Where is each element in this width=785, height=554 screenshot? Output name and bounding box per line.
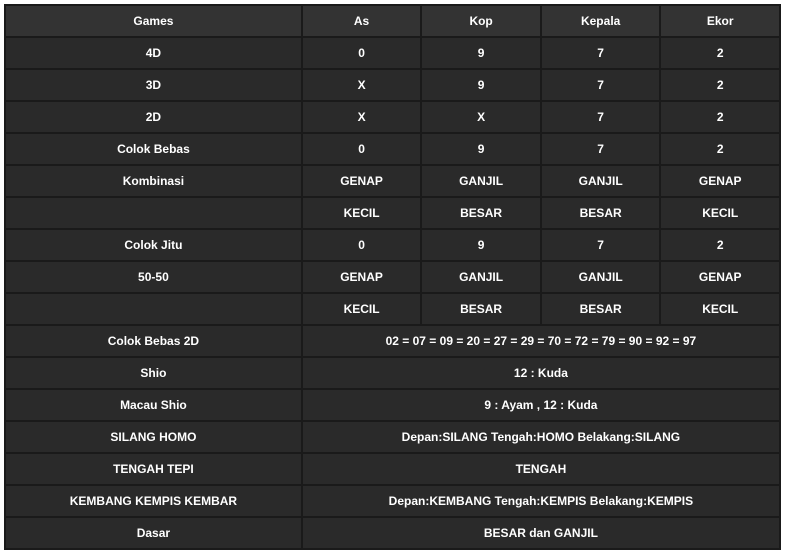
row-value: 7 bbox=[542, 102, 660, 132]
row-value: GENAP bbox=[661, 262, 779, 292]
table-row: 50-50GENAPGANJILGANJILGENAP bbox=[6, 262, 779, 292]
row-merged-value: Depan:KEMBANG Tengah:KEMPIS Belakang:KEM… bbox=[303, 486, 779, 516]
row-label: 50-50 bbox=[6, 262, 301, 292]
row-value: KECIL bbox=[661, 198, 779, 228]
row-label: 3D bbox=[6, 70, 301, 100]
row-merged-value: 12 : Kuda bbox=[303, 358, 779, 388]
table-row: TENGAH TEPITENGAH bbox=[6, 454, 779, 484]
header-as: As bbox=[303, 6, 421, 36]
row-label: SILANG HOMO bbox=[6, 422, 301, 452]
header-ekor: Ekor bbox=[661, 6, 779, 36]
row-label: Kombinasi bbox=[6, 166, 301, 196]
row-value: KECIL bbox=[303, 294, 421, 324]
row-value: 7 bbox=[542, 38, 660, 68]
row-label: Macau Shio bbox=[6, 390, 301, 420]
row-value: X bbox=[303, 102, 421, 132]
row-label: Colok Jitu bbox=[6, 230, 301, 260]
row-label: KEMBANG KEMPIS KEMBAR bbox=[6, 486, 301, 516]
table-row: KECILBESARBESARKECIL bbox=[6, 294, 779, 324]
row-value: X bbox=[303, 70, 421, 100]
row-value: KECIL bbox=[303, 198, 421, 228]
table-row: Shio12 : Kuda bbox=[6, 358, 779, 388]
table-row: SILANG HOMODepan:SILANG Tengah:HOMO Bela… bbox=[6, 422, 779, 452]
row-value: 7 bbox=[542, 134, 660, 164]
header-kepala: Kepala bbox=[542, 6, 660, 36]
row-label bbox=[6, 294, 301, 324]
row-value: GANJIL bbox=[542, 262, 660, 292]
row-value: GANJIL bbox=[422, 166, 540, 196]
table-row: Macau Shio9 : Ayam , 12 : Kuda bbox=[6, 390, 779, 420]
row-label: Colok Bebas 2D bbox=[6, 326, 301, 356]
row-label: 2D bbox=[6, 102, 301, 132]
row-value: 2 bbox=[661, 102, 779, 132]
row-value: BESAR bbox=[422, 294, 540, 324]
row-value: BESAR bbox=[542, 294, 660, 324]
row-value: 2 bbox=[661, 38, 779, 68]
row-label: 4D bbox=[6, 38, 301, 68]
row-label bbox=[6, 198, 301, 228]
row-value: GENAP bbox=[303, 166, 421, 196]
row-value: GANJIL bbox=[542, 166, 660, 196]
table-row: 4D0972 bbox=[6, 38, 779, 68]
row-value: GENAP bbox=[303, 262, 421, 292]
table-row: Colok Bebas 2D02 = 07 = 09 = 20 = 27 = 2… bbox=[6, 326, 779, 356]
row-value: GANJIL bbox=[422, 262, 540, 292]
row-value: 9 bbox=[422, 70, 540, 100]
table-row: DasarBESAR dan GANJIL bbox=[6, 518, 779, 548]
row-label: Dasar bbox=[6, 518, 301, 548]
results-table: Games As Kop Kepala Ekor 4D09723DX9722DX… bbox=[4, 4, 781, 550]
row-label: Colok Bebas bbox=[6, 134, 301, 164]
table-body: 4D09723DX9722DXX72Colok Bebas0972Kombina… bbox=[6, 38, 779, 548]
row-merged-value: 9 : Ayam , 12 : Kuda bbox=[303, 390, 779, 420]
header-kop: Kop bbox=[422, 6, 540, 36]
row-value: X bbox=[422, 102, 540, 132]
table-row: 2DXX72 bbox=[6, 102, 779, 132]
row-merged-value: BESAR dan GANJIL bbox=[303, 518, 779, 548]
row-label: Shio bbox=[6, 358, 301, 388]
row-merged-value: Depan:SILANG Tengah:HOMO Belakang:SILANG bbox=[303, 422, 779, 452]
row-value: 2 bbox=[661, 134, 779, 164]
row-value: 9 bbox=[422, 38, 540, 68]
table-row: KEMBANG KEMPIS KEMBARDepan:KEMBANG Tenga… bbox=[6, 486, 779, 516]
row-value: 9 bbox=[422, 134, 540, 164]
row-value: BESAR bbox=[422, 198, 540, 228]
row-value: 2 bbox=[661, 70, 779, 100]
table-row: KECILBESARBESARKECIL bbox=[6, 198, 779, 228]
row-merged-value: 02 = 07 = 09 = 20 = 27 = 29 = 70 = 72 = … bbox=[303, 326, 779, 356]
row-value: 0 bbox=[303, 134, 421, 164]
row-value: 0 bbox=[303, 38, 421, 68]
row-value: KECIL bbox=[661, 294, 779, 324]
row-value: 9 bbox=[422, 230, 540, 260]
table-row: Colok Bebas0972 bbox=[6, 134, 779, 164]
row-label: TENGAH TEPI bbox=[6, 454, 301, 484]
row-value: BESAR bbox=[542, 198, 660, 228]
table-row: Colok Jitu0972 bbox=[6, 230, 779, 260]
row-value: 7 bbox=[542, 70, 660, 100]
header-row: Games As Kop Kepala Ekor bbox=[6, 6, 779, 36]
row-value: GENAP bbox=[661, 166, 779, 196]
table-row: 3DX972 bbox=[6, 70, 779, 100]
row-merged-value: TENGAH bbox=[303, 454, 779, 484]
table-row: KombinasiGENAPGANJILGANJILGENAP bbox=[6, 166, 779, 196]
row-value: 2 bbox=[661, 230, 779, 260]
row-value: 7 bbox=[542, 230, 660, 260]
row-value: 0 bbox=[303, 230, 421, 260]
header-games: Games bbox=[6, 6, 301, 36]
